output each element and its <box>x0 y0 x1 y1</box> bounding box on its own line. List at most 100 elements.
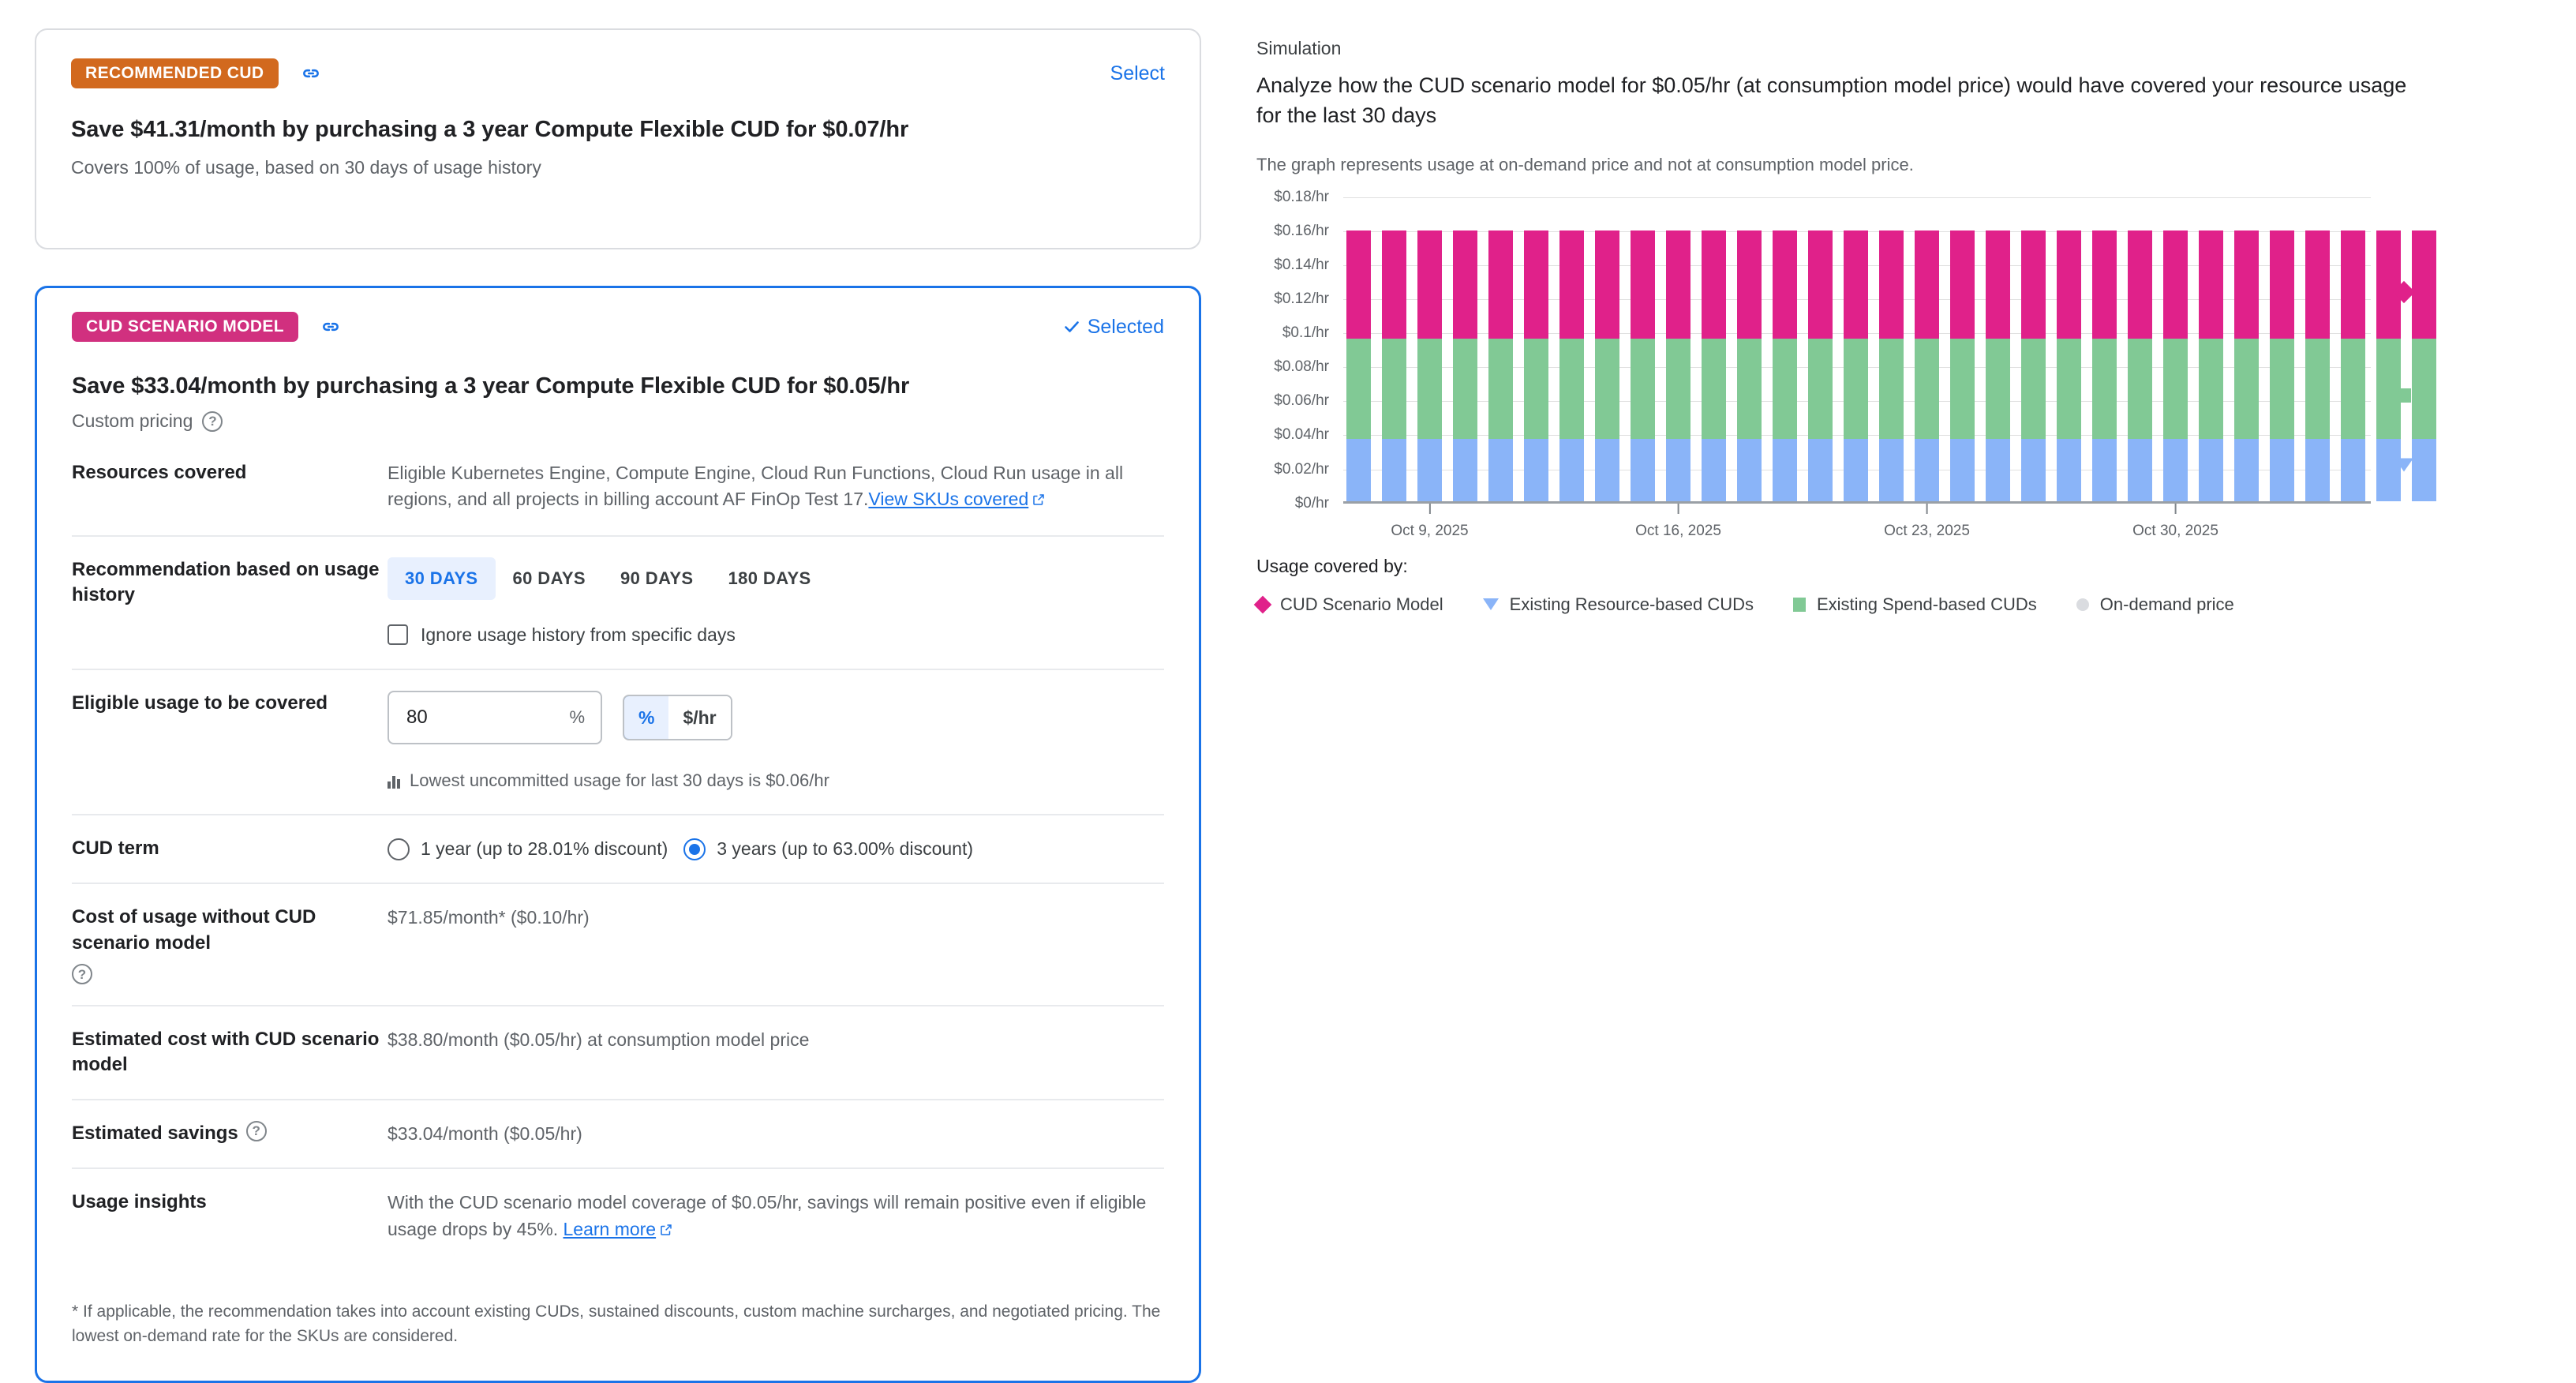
eligible-usage-field[interactable]: % <box>388 691 602 745</box>
chart-bar[interactable] <box>1453 230 1477 501</box>
chart-bar[interactable] <box>2341 230 2365 501</box>
help-icon[interactable]: ? <box>72 964 92 985</box>
chart-bar[interactable] <box>2305 230 2330 501</box>
chart-bar[interactable] <box>2092 230 2117 501</box>
chart-bar-segment <box>1808 438 1833 501</box>
chart-bar[interactable] <box>1950 230 1975 501</box>
chart-bar[interactable] <box>2412 230 2436 501</box>
chart-bar[interactable] <box>1382 230 1406 501</box>
chart-bar[interactable] <box>1488 230 1513 501</box>
chart-bar-segment <box>2270 339 2294 439</box>
chart-bar-segment <box>2021 438 2046 501</box>
help-icon[interactable]: ? <box>202 410 223 432</box>
chart-bar[interactable] <box>2376 230 2401 501</box>
cud-term-3-years-option[interactable]: 3 years (up to 63.00% discount) <box>683 836 973 862</box>
chart-bar-segment <box>1808 339 1833 439</box>
x-axis-tick-label: Oct 30, 2025 <box>2132 522 2218 539</box>
chart-bar-segment <box>1702 339 1726 439</box>
chart-bar-segment <box>2305 438 2330 501</box>
recommended-cud-badge: RECOMMENDED CUD <box>71 58 279 88</box>
link-icon[interactable] <box>301 63 321 84</box>
chart-bar-segment <box>2199 339 2223 439</box>
x-axis-tick: Oct 9, 2025 <box>1391 503 1469 540</box>
chart-bar[interactable] <box>2128 230 2152 501</box>
chart-bar[interactable] <box>2270 230 2294 501</box>
ignore-usage-history-row[interactable]: Ignore usage history from specific days <box>388 622 1164 648</box>
radio-3-years[interactable] <box>683 838 706 860</box>
legend-item[interactable]: CUD Scenario Model <box>1253 594 1443 615</box>
chart-bar-segment <box>1666 438 1690 501</box>
chart-bar[interactable] <box>1559 230 1584 501</box>
chart-bar-segment <box>2128 230 2152 339</box>
chart-bar-segment <box>2057 339 2081 439</box>
eligible-usage-input[interactable] <box>405 706 570 730</box>
chart-bar-segment <box>1346 438 1371 501</box>
legend-item[interactable]: Existing Spend-based CUDs <box>1792 594 2037 615</box>
chart-bar[interactable] <box>1631 230 1655 501</box>
chart-bar[interactable] <box>1808 230 1833 501</box>
selected-button[interactable]: Selected <box>1062 316 1164 339</box>
chart-bar[interactable] <box>1417 230 1442 501</box>
chart-bar[interactable] <box>2199 230 2223 501</box>
cost-without-cud-value: $71.85/month* ($0.10/hr) <box>388 907 590 928</box>
chart-bar[interactable] <box>1844 230 1868 501</box>
chart-bar-segment <box>1879 438 1904 501</box>
chart-bar[interactable] <box>2163 230 2188 501</box>
y-axis-tick-label: $0.04/hr <box>1274 426 1329 444</box>
help-icon[interactable]: ? <box>245 1120 267 1141</box>
cud-scenario-model-card[interactable]: CUD SCENARIO MODEL Selected Save $33.04/… <box>35 286 1201 1383</box>
unit-dollar-per-hour-button[interactable]: $/hr <box>668 696 731 740</box>
legend-item[interactable]: Existing Resource-based CUDs <box>1482 594 1754 615</box>
scenario-card-footnote: * If applicable, the recommendation take… <box>72 1302 1161 1346</box>
tab-90-days[interactable]: 90 DAYS <box>603 557 711 600</box>
chart-bar-segment <box>1986 339 2010 439</box>
chart-bar[interactable] <box>1666 230 1690 501</box>
recommended-cud-card[interactable]: RECOMMENDED CUD Select Save $41.31/month… <box>35 28 1201 249</box>
legend-item[interactable]: On-demand price <box>2076 594 2234 615</box>
chart-bar-segment <box>1453 438 1477 501</box>
select-button[interactable]: Select <box>1110 62 1165 84</box>
radio-1-year[interactable] <box>388 838 410 860</box>
unit-percent-button[interactable]: % <box>623 696 671 740</box>
cud-term-radio-group: 1 year (up to 28.01% discount) 3 years (… <box>388 836 1164 862</box>
tab-60-days[interactable]: 60 DAYS <box>496 557 604 600</box>
chart-bar[interactable] <box>2234 230 2259 501</box>
simulation-title: Analyze how the CUD scenario model for $… <box>1256 73 2407 128</box>
chart-bar[interactable] <box>1986 230 2010 501</box>
chart-bar[interactable] <box>1879 230 1904 501</box>
chart-bar[interactable] <box>1524 230 1548 501</box>
ignore-usage-history-checkbox[interactable] <box>388 624 408 646</box>
chart-bar-segment <box>2128 339 2152 439</box>
recommended-card-subtitle: Covers 100% of usage, based on 30 days o… <box>71 157 541 178</box>
chart-bar[interactable] <box>1702 230 1726 501</box>
row-value: % % $/hr Lowest uncommitted usage for la… <box>388 691 1164 793</box>
chart-bar-segment <box>1382 339 1406 439</box>
chart-bar-segment <box>2163 438 2188 501</box>
chart-bar[interactable] <box>2021 230 2046 501</box>
chart-bar[interactable] <box>1915 230 1939 501</box>
chart-y-axis-labels: $0.18/hr $0.16/hr $0.14/hr $0.12/hr $0.1/hr $… <box>1256 189 1329 512</box>
x-axis-tick-mark <box>1926 503 1928 514</box>
chart-bar-segment <box>2092 230 2117 339</box>
recommendations-column: RECOMMENDED CUD Select Save $41.31/month… <box>0 0 1236 1383</box>
tab-180-days[interactable]: 180 DAYS <box>711 557 829 600</box>
row-label: Eligible usage to be covered <box>72 692 328 714</box>
chart-bar-segment <box>2305 339 2330 439</box>
chart-bar[interactable] <box>1737 230 1762 501</box>
check-icon <box>1064 321 1079 332</box>
chart-bar-segment <box>1595 339 1619 439</box>
external-link-icon <box>1032 488 1046 514</box>
link-icon[interactable] <box>320 317 341 337</box>
chart-bar[interactable] <box>2057 230 2081 501</box>
chart-bar[interactable] <box>1773 230 1797 501</box>
cud-term-1-year-option[interactable]: 1 year (up to 28.01% discount) <box>388 836 668 862</box>
chart-bar-segment <box>2057 230 2081 339</box>
chart-plot-area <box>1343 197 2440 504</box>
learn-more-link[interactable]: Learn more <box>563 1218 657 1239</box>
chart-bar[interactable] <box>1346 230 1371 501</box>
chart-bar[interactable] <box>1595 230 1619 501</box>
cud-scenario-model-badge: CUD SCENARIO MODEL <box>72 312 299 342</box>
selected-label: Selected <box>1087 315 1164 338</box>
view-skus-covered-link[interactable]: View SKUs covered <box>868 489 1029 510</box>
tab-30-days[interactable]: 30 DAYS <box>388 557 496 600</box>
